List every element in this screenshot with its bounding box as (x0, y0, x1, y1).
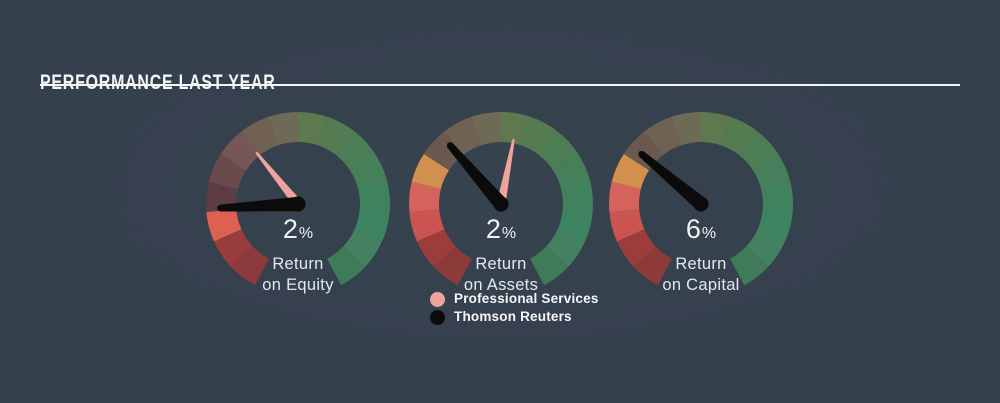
gauge-segment (501, 112, 531, 146)
professional-services-needle (255, 152, 303, 208)
chart-legend: Professional Services Thomson Reuters (430, 290, 599, 326)
gauge-segment (746, 229, 786, 267)
thomson-reuters-swatch-icon (430, 309, 445, 325)
gauge-segment (298, 112, 328, 146)
gauge-segment (546, 229, 586, 267)
thomson-reuters-needle (217, 196, 306, 212)
gauge-segment (241, 117, 278, 156)
gauge-segment (553, 153, 591, 189)
gauge-segment (433, 246, 472, 286)
gauge-segment (753, 153, 791, 189)
legend-item-professional-services: Professional Services (430, 290, 599, 308)
gauge-segment (757, 209, 793, 242)
thomson-reuters-needle (638, 151, 709, 212)
gauge-segment (557, 209, 593, 242)
gauge-segment (327, 246, 366, 286)
gauge-segment (671, 112, 701, 146)
gauge-segment (609, 209, 645, 242)
gauge-segment (213, 229, 253, 267)
gauge-segment (471, 112, 501, 146)
gauge-segment (530, 246, 569, 286)
gauge-segment (701, 112, 731, 146)
page-title: PERFORMANCE LAST YEAR (40, 71, 276, 95)
gauge-segment (444, 117, 481, 156)
gauge-segment (408, 181, 441, 213)
gauge-segment (761, 181, 794, 213)
gauge-segment (220, 131, 260, 171)
gauge-segment (411, 153, 449, 189)
gauge-segment (350, 153, 388, 189)
gauge-segment (721, 117, 758, 156)
gauge-segment (633, 246, 672, 286)
gauge-return-on-equity: 2% Return on Equity (198, 104, 398, 304)
gauge-return-on-assets: 2% Return on Assets (401, 104, 601, 304)
gauge-segment (730, 246, 769, 286)
gauge-dial (205, 112, 391, 286)
gauge-segment (644, 117, 681, 156)
gauge-segment (611, 153, 649, 189)
gauge-segment (521, 117, 558, 156)
gauge-segment (268, 112, 298, 146)
gauge-segment (539, 131, 579, 171)
gauge-segment (616, 229, 656, 267)
thomson-reuters-needle (447, 142, 509, 212)
gauge-segment (561, 181, 594, 213)
gauge-segment (423, 131, 463, 171)
gauge-segment (318, 117, 355, 156)
gauge-segment (208, 153, 246, 189)
gauge-segment (409, 209, 445, 242)
gauge-segment (343, 229, 383, 267)
gauge-dial (608, 112, 794, 286)
gauge-segment (354, 209, 390, 242)
gauge-segment (608, 181, 641, 213)
gauge-segment (206, 209, 242, 242)
professional-services-needle (496, 138, 515, 208)
legend-item-thomson-reuters: Thomson Reuters (430, 308, 599, 326)
gauge-segment (336, 131, 376, 171)
gauge-segment (230, 246, 269, 286)
gauge-dial (408, 112, 594, 286)
gauge-segment (416, 229, 456, 267)
professional-services-swatch-icon (430, 291, 445, 307)
gauge-return-on-capital: 6% Return on Capital (601, 104, 801, 304)
gauge-segment (739, 131, 779, 171)
gauge-segment (358, 181, 391, 213)
title-underline (40, 84, 960, 86)
